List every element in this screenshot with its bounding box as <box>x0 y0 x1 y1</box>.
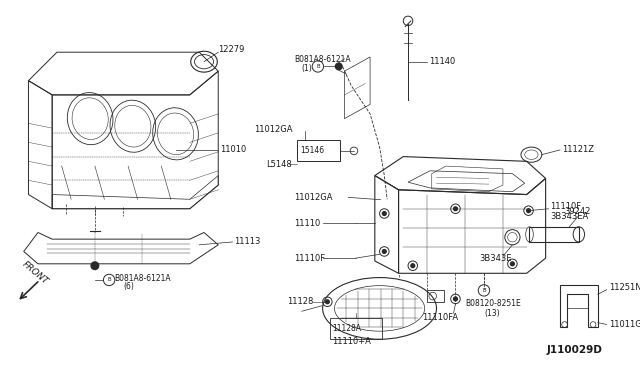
Text: 15146: 15146 <box>300 147 324 155</box>
Circle shape <box>527 209 531 212</box>
Text: J110029D: J110029D <box>547 345 603 355</box>
Text: FRONT: FRONT <box>21 260 50 287</box>
Text: B08120-8251E: B08120-8251E <box>465 299 521 308</box>
Text: 11110+A: 11110+A <box>332 337 371 346</box>
Text: (1): (1) <box>301 64 312 73</box>
Text: B081A8-6121A: B081A8-6121A <box>294 55 351 64</box>
Text: 11010: 11010 <box>220 145 246 154</box>
Text: B081A8-6121A: B081A8-6121A <box>114 275 170 283</box>
Text: B: B <box>108 278 111 282</box>
Text: 11110F: 11110F <box>294 254 325 263</box>
Bar <box>330 318 383 339</box>
Text: 11251N: 11251N <box>609 283 640 292</box>
Text: 11110FA: 11110FA <box>422 313 458 323</box>
Text: 11012GA: 11012GA <box>294 193 333 202</box>
Circle shape <box>383 250 386 253</box>
Text: 11110: 11110 <box>294 218 321 228</box>
Text: (13): (13) <box>484 309 500 318</box>
Circle shape <box>383 212 386 215</box>
Bar <box>297 141 340 161</box>
Circle shape <box>454 297 458 301</box>
Text: 11113: 11113 <box>234 237 260 247</box>
Text: 11110F: 11110F <box>550 202 582 211</box>
Text: 12279: 12279 <box>218 45 244 54</box>
Circle shape <box>511 262 515 266</box>
Text: L5148: L5148 <box>266 160 292 169</box>
Text: (6): (6) <box>124 282 134 291</box>
Circle shape <box>454 207 458 211</box>
Text: 11140: 11140 <box>429 57 455 66</box>
Bar <box>427 291 444 302</box>
Text: 3B343E: 3B343E <box>479 254 512 263</box>
Text: B: B <box>482 288 486 293</box>
Text: 11121Z: 11121Z <box>562 145 594 154</box>
Text: 11128: 11128 <box>287 297 313 306</box>
Circle shape <box>335 63 342 70</box>
Circle shape <box>91 262 99 269</box>
Text: 11128A: 11128A <box>332 324 361 333</box>
Text: B: B <box>316 64 320 69</box>
Circle shape <box>411 264 415 267</box>
Text: 11012GA: 11012GA <box>254 125 292 134</box>
Bar <box>529 227 579 242</box>
Text: 39242: 39242 <box>564 207 591 216</box>
Text: 11011G: 11011G <box>609 320 640 329</box>
Circle shape <box>326 300 329 304</box>
Text: 3B343EA: 3B343EA <box>550 212 589 221</box>
